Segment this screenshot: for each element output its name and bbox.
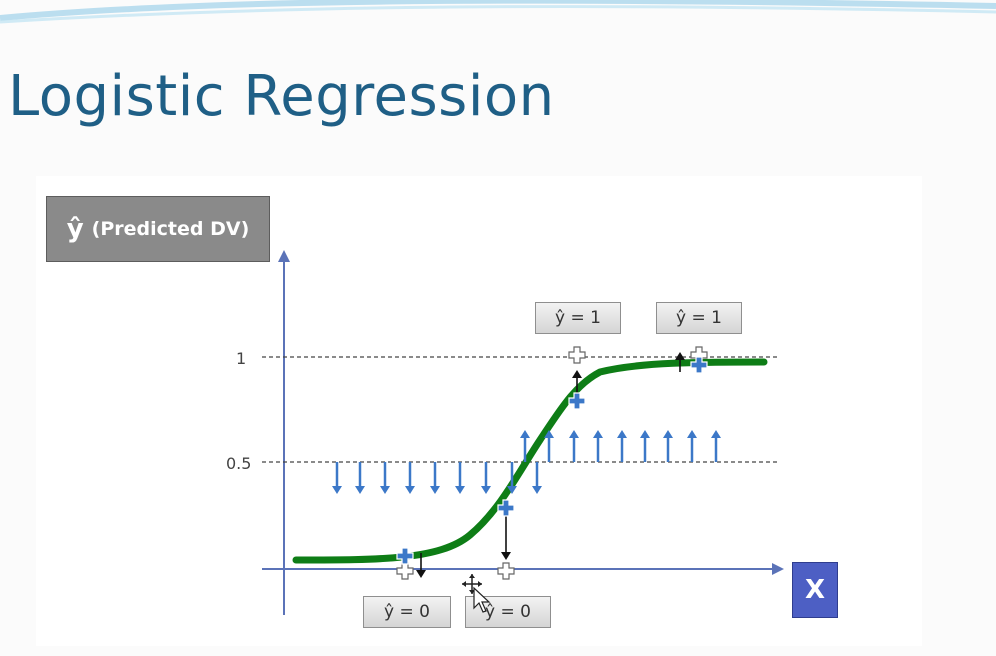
- curve-point: [396, 547, 414, 565]
- callout-text: ŷ = 0: [384, 602, 430, 622]
- top-swoosh: [0, 0, 996, 24]
- curve-point: [568, 392, 586, 410]
- up-arrow: [593, 430, 603, 462]
- down-arrow: [481, 462, 491, 494]
- up-arrow: [711, 430, 721, 462]
- below-threshold-arrows: [332, 462, 542, 494]
- y-tick-label-1: 1: [236, 349, 246, 368]
- callout-text: ŷ = 0: [485, 602, 531, 622]
- down-arrow: [380, 462, 390, 494]
- residual-arrow: [501, 512, 511, 560]
- y-axis-label-text: (Predicted DV): [91, 218, 250, 240]
- projected-point: [497, 562, 515, 580]
- projected-point: [568, 346, 586, 364]
- callout-text: ŷ = 1: [676, 308, 722, 328]
- projected-point: [396, 562, 414, 580]
- slide-title: Logistic Regression: [8, 64, 555, 129]
- callout-yhat-0-middle: ŷ = 0: [465, 596, 551, 628]
- x-axis-label-box: X: [792, 562, 838, 618]
- callout-yhat-1-right: ŷ = 1: [656, 302, 742, 334]
- sigmoid-curve: [292, 358, 768, 564]
- down-arrow: [355, 462, 365, 494]
- residual-arrow: [675, 352, 685, 372]
- down-arrow: [455, 462, 465, 494]
- above-threshold-arrows: [520, 430, 721, 462]
- residual-arrow: [416, 553, 426, 578]
- callout-yhat-0-left: ŷ = 0: [363, 596, 451, 628]
- up-arrow: [520, 430, 530, 462]
- down-arrow: [430, 462, 440, 494]
- up-arrow: [544, 430, 554, 462]
- down-arrow: [532, 462, 542, 494]
- up-arrow: [687, 430, 697, 462]
- data-points: [396, 346, 708, 580]
- up-arrow: [617, 430, 627, 462]
- y-hat-symbol: ŷ: [66, 214, 84, 244]
- down-arrow: [332, 462, 342, 494]
- curve-point: [690, 356, 708, 374]
- down-arrow: [507, 462, 517, 494]
- x-axis-label: X: [804, 575, 826, 605]
- curve-point: [497, 499, 515, 517]
- up-arrow: [663, 430, 673, 462]
- down-arrow: [405, 462, 415, 494]
- callout-yhat-1-middle: ŷ = 1: [535, 302, 621, 334]
- up-arrow: [569, 430, 579, 462]
- up-arrow: [640, 430, 650, 462]
- y-axis-label-box: ŷ (Predicted DV): [46, 196, 270, 262]
- callout-text: ŷ = 1: [555, 308, 601, 328]
- y-tick-label-05: 0.5: [226, 454, 251, 473]
